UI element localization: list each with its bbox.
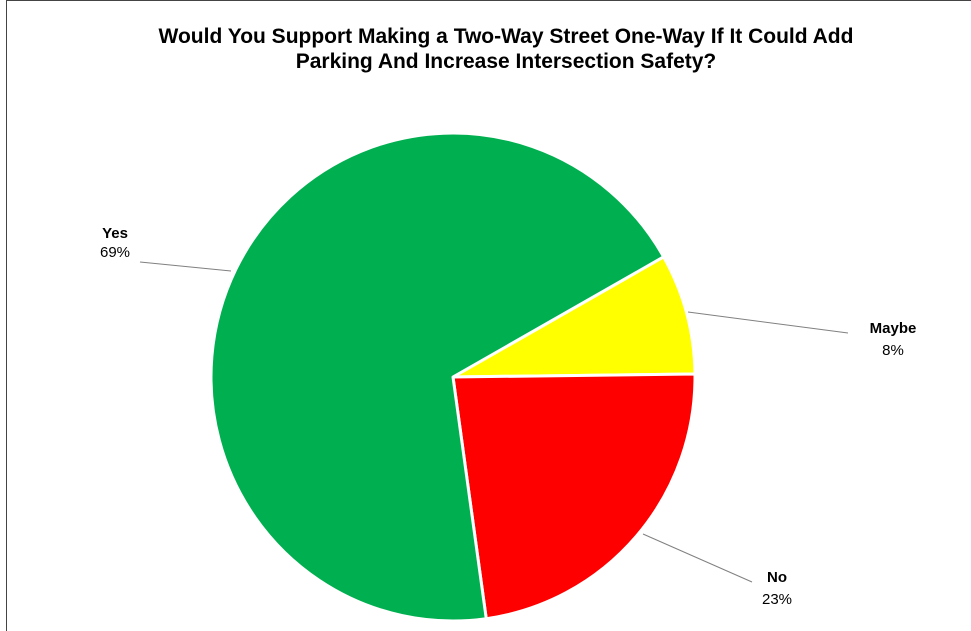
slice-label-yes: Yes — [102, 225, 128, 242]
leader-line-no — [642, 533, 753, 583]
leader-line-yes — [139, 261, 232, 272]
pie-slice-maybe — [451, 255, 697, 379]
slice-label-no: No — [767, 569, 787, 586]
slice-value-maybe: 8% — [882, 342, 904, 359]
pie-slice-yes — [209, 131, 666, 623]
pie-slice-no — [451, 372, 697, 621]
chart-title: Would You Support Making a Two-Way Stree… — [0, 24, 971, 74]
chart-frame — [6, 0, 971, 631]
slice-label-maybe: Maybe — [870, 320, 917, 337]
chart-title-line-2: Parking And Increase Intersection Safety… — [295, 50, 717, 73]
leader-line-maybe — [687, 311, 849, 334]
slice-value-yes: 69% — [100, 244, 130, 261]
slice-value-no: 23% — [762, 591, 792, 608]
chart-title-line-1: Would You Support Making a Two-Way Stree… — [158, 25, 854, 48]
